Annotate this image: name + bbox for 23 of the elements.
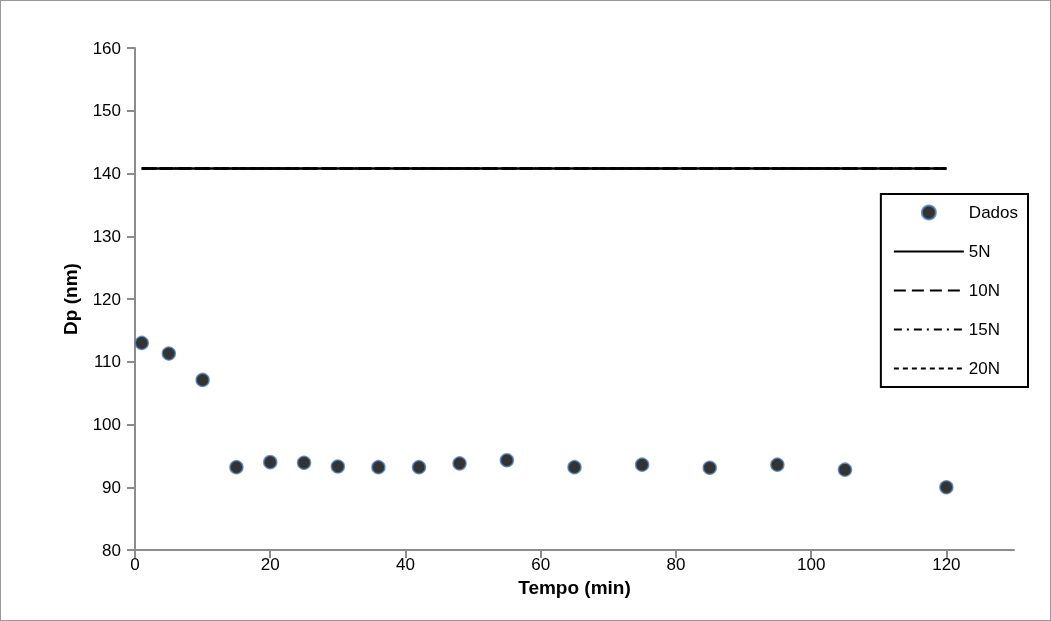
y-tick-label: 110 <box>93 352 121 372</box>
x-tick-label: 0 <box>130 555 140 574</box>
x-tick-label: 100 <box>796 555 826 574</box>
y-tick-label: 150 <box>92 101 121 121</box>
x-tick-label: 120 <box>932 555 961 574</box>
legend-label: 10N <box>968 281 1001 300</box>
y-tick-label: 160 <box>92 38 121 58</box>
legend-label: 5N <box>968 242 991 261</box>
x-tick-label: 20 <box>260 555 280 574</box>
x-axis-title: Tempo (min) <box>518 576 631 598</box>
y-tick-label: 80 <box>102 540 121 560</box>
y-tick-label: 120 <box>92 289 121 309</box>
y-tick-label: 100 <box>92 415 121 434</box>
y-tick-label: 130 <box>92 226 121 246</box>
x-tick-label: 60 <box>531 555 551 574</box>
y-tick-label: 140 <box>92 164 121 183</box>
legend-label: Dados <box>968 203 1018 222</box>
x-tick-label: 80 <box>666 555 686 574</box>
x-tick-label: 40 <box>396 555 415 574</box>
legend-label: 20N <box>968 359 1001 378</box>
legend-label: 15N <box>968 320 1001 339</box>
y-tick-label: 90 <box>102 477 121 497</box>
y-axis-title: Dp (nm) <box>60 263 81 335</box>
